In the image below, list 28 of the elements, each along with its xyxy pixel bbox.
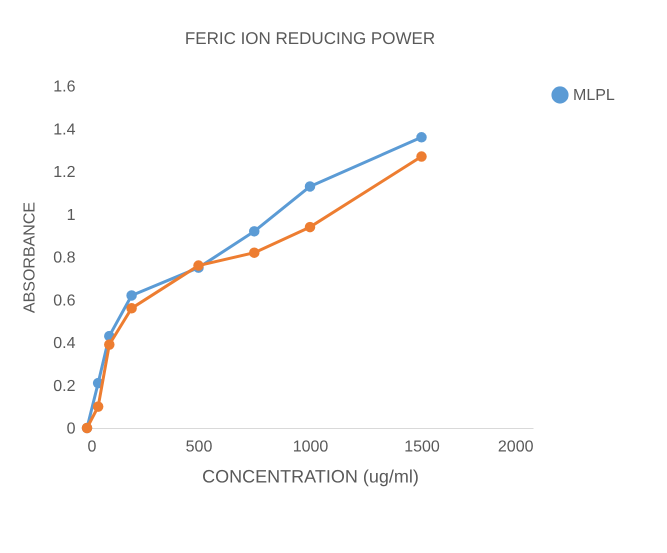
x-tick-label: 2000 xyxy=(498,438,534,456)
y-tick-label: 0.4 xyxy=(53,335,76,352)
x-axis-title: CONCENTRATION (ug/ml) xyxy=(202,466,419,486)
point xyxy=(92,401,104,412)
chart-title: FERIC ION REDUCING POWER xyxy=(184,29,436,48)
point xyxy=(304,222,316,232)
x-tick-label: 500 xyxy=(186,438,212,456)
point xyxy=(126,290,137,301)
point xyxy=(304,181,316,192)
y-tick-label: 1.4 xyxy=(53,121,76,138)
point xyxy=(249,226,260,237)
y-tick-label: 0.6 xyxy=(53,292,76,310)
y-tick-label: 0 xyxy=(66,420,76,438)
y-tick-label: 0.8 xyxy=(53,250,76,266)
y-tick-label: 0.2 xyxy=(53,378,76,395)
y-tick-label: 1.6 xyxy=(53,78,76,96)
y-tick-label: 1.2 xyxy=(53,164,76,181)
point xyxy=(416,151,427,162)
y-tick-label: 1 xyxy=(66,206,76,224)
point xyxy=(126,303,137,314)
x-tick-label: 0 xyxy=(88,438,96,456)
point xyxy=(104,339,115,350)
point xyxy=(249,247,260,258)
point xyxy=(416,132,427,143)
legend-label: MLPL xyxy=(573,87,615,104)
x-tick-label: 1500 xyxy=(404,438,440,456)
x-tick-label: 1000 xyxy=(292,438,328,456)
y-axis-title: ABSORBANCE xyxy=(21,202,38,314)
